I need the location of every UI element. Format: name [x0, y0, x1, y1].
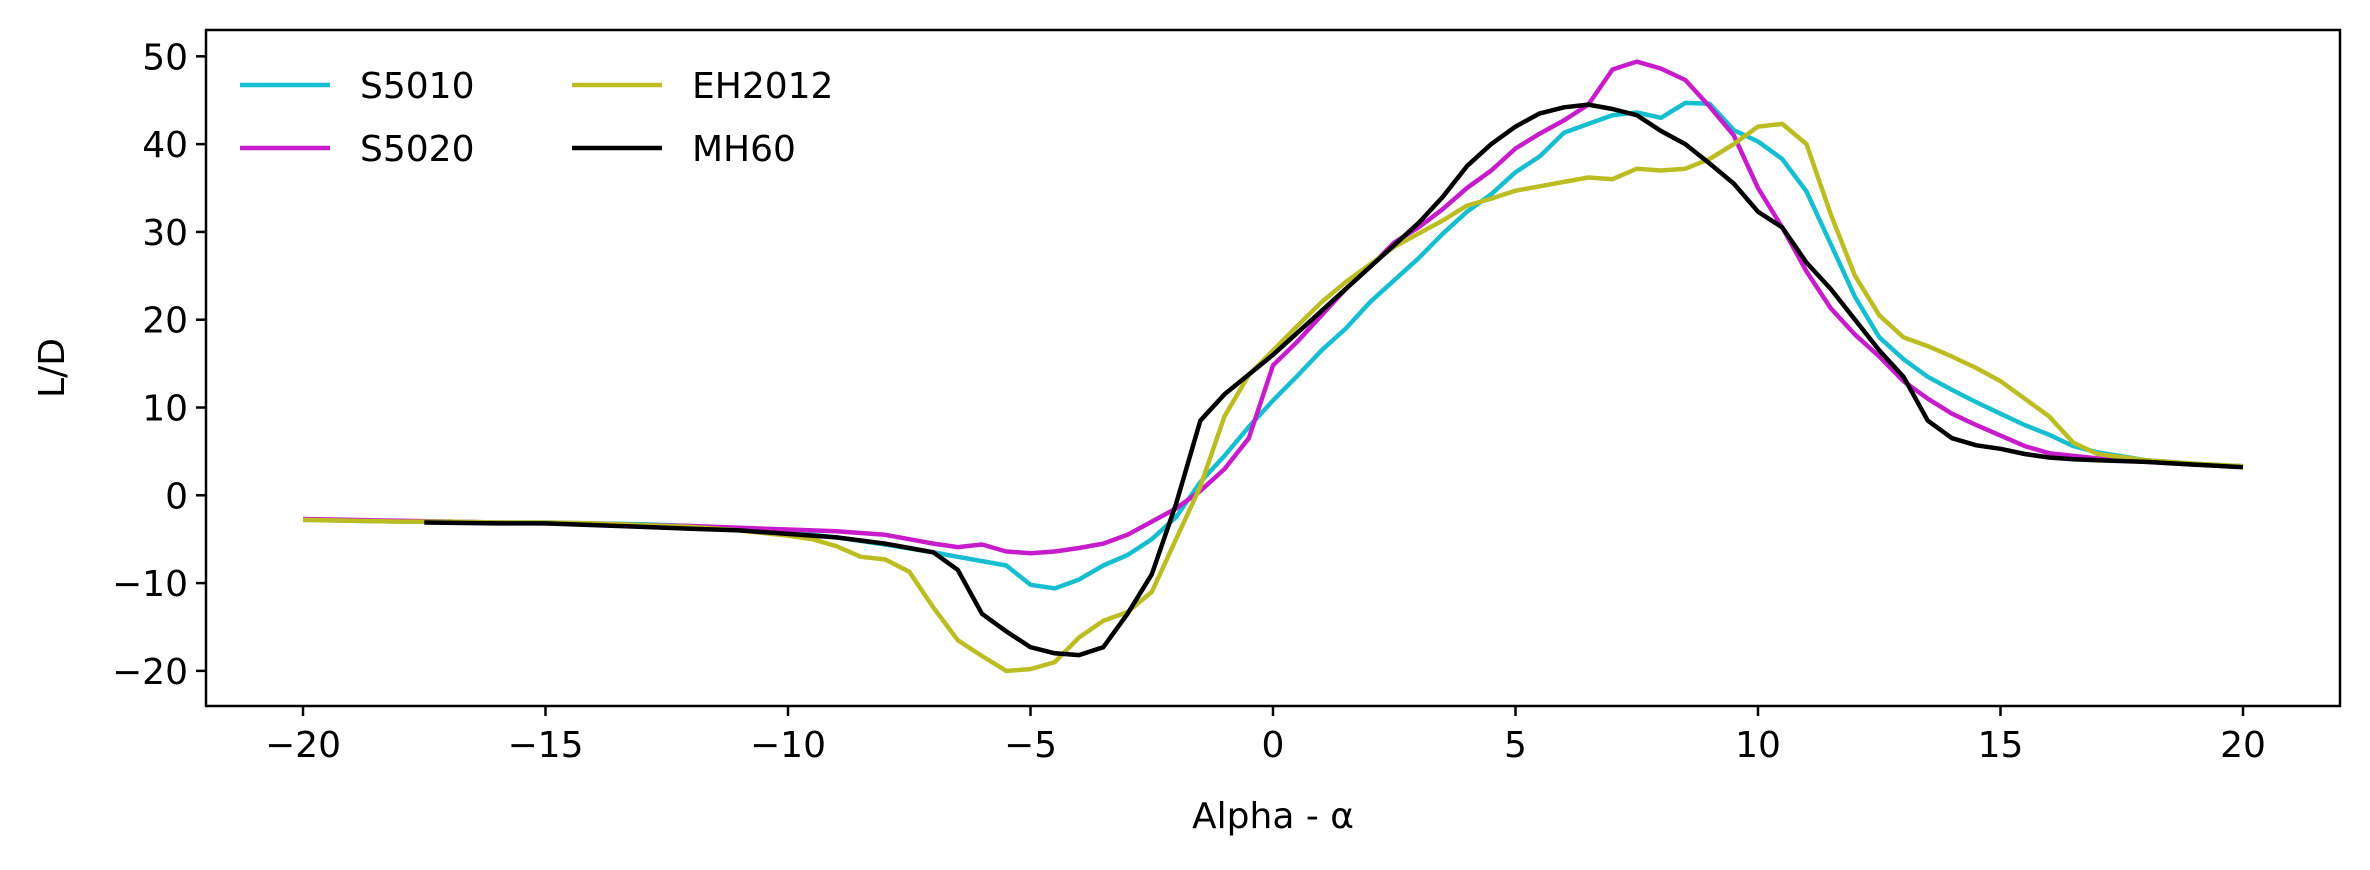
x-tick-label: −20	[265, 725, 341, 766]
legend-label-mh60: MH60	[692, 129, 796, 170]
y-tick-label: 40	[142, 125, 188, 166]
legend-label-eh2012: EH2012	[692, 66, 833, 107]
y-axis-label: L/D	[32, 338, 73, 398]
x-tick-label: −5	[1004, 725, 1057, 766]
x-tick-label: 20	[2220, 725, 2266, 766]
y-tick-label: 30	[142, 213, 188, 254]
series-line-eh2012	[302, 121, 2244, 674]
y-tick-label: 50	[142, 37, 188, 78]
y-tick-label: 20	[142, 301, 188, 342]
y-tick-label: −20	[112, 652, 188, 693]
x-tick-label: −15	[508, 725, 584, 766]
series-line-mh60	[424, 102, 2244, 658]
x-tick-label: 0	[1262, 725, 1285, 766]
legend-label-s5020: S5020	[360, 129, 474, 170]
x-tick-label: 10	[1735, 725, 1781, 766]
series-line-s5010	[302, 100, 2244, 591]
y-tick-label: 10	[142, 389, 188, 430]
x-tick-label: 15	[1978, 725, 2024, 766]
plot-series	[302, 59, 2244, 674]
y-axis: −20 −10 0 10 20 30 40 50	[112, 37, 206, 693]
x-axis-label: Alpha - α	[1192, 796, 1354, 837]
series-line-s5020	[302, 59, 2244, 556]
y-tick-label: 0	[165, 476, 188, 517]
x-axis: −20 −15 −10 −5 0 5 10 15 20	[265, 706, 2266, 766]
legend: S5010 S5020 EH2012 MH60	[240, 66, 833, 170]
y-tick-label: −10	[112, 564, 188, 605]
legend-label-s5010: S5010	[360, 66, 474, 107]
x-tick-label: 5	[1504, 725, 1527, 766]
x-tick-label: −10	[750, 725, 826, 766]
